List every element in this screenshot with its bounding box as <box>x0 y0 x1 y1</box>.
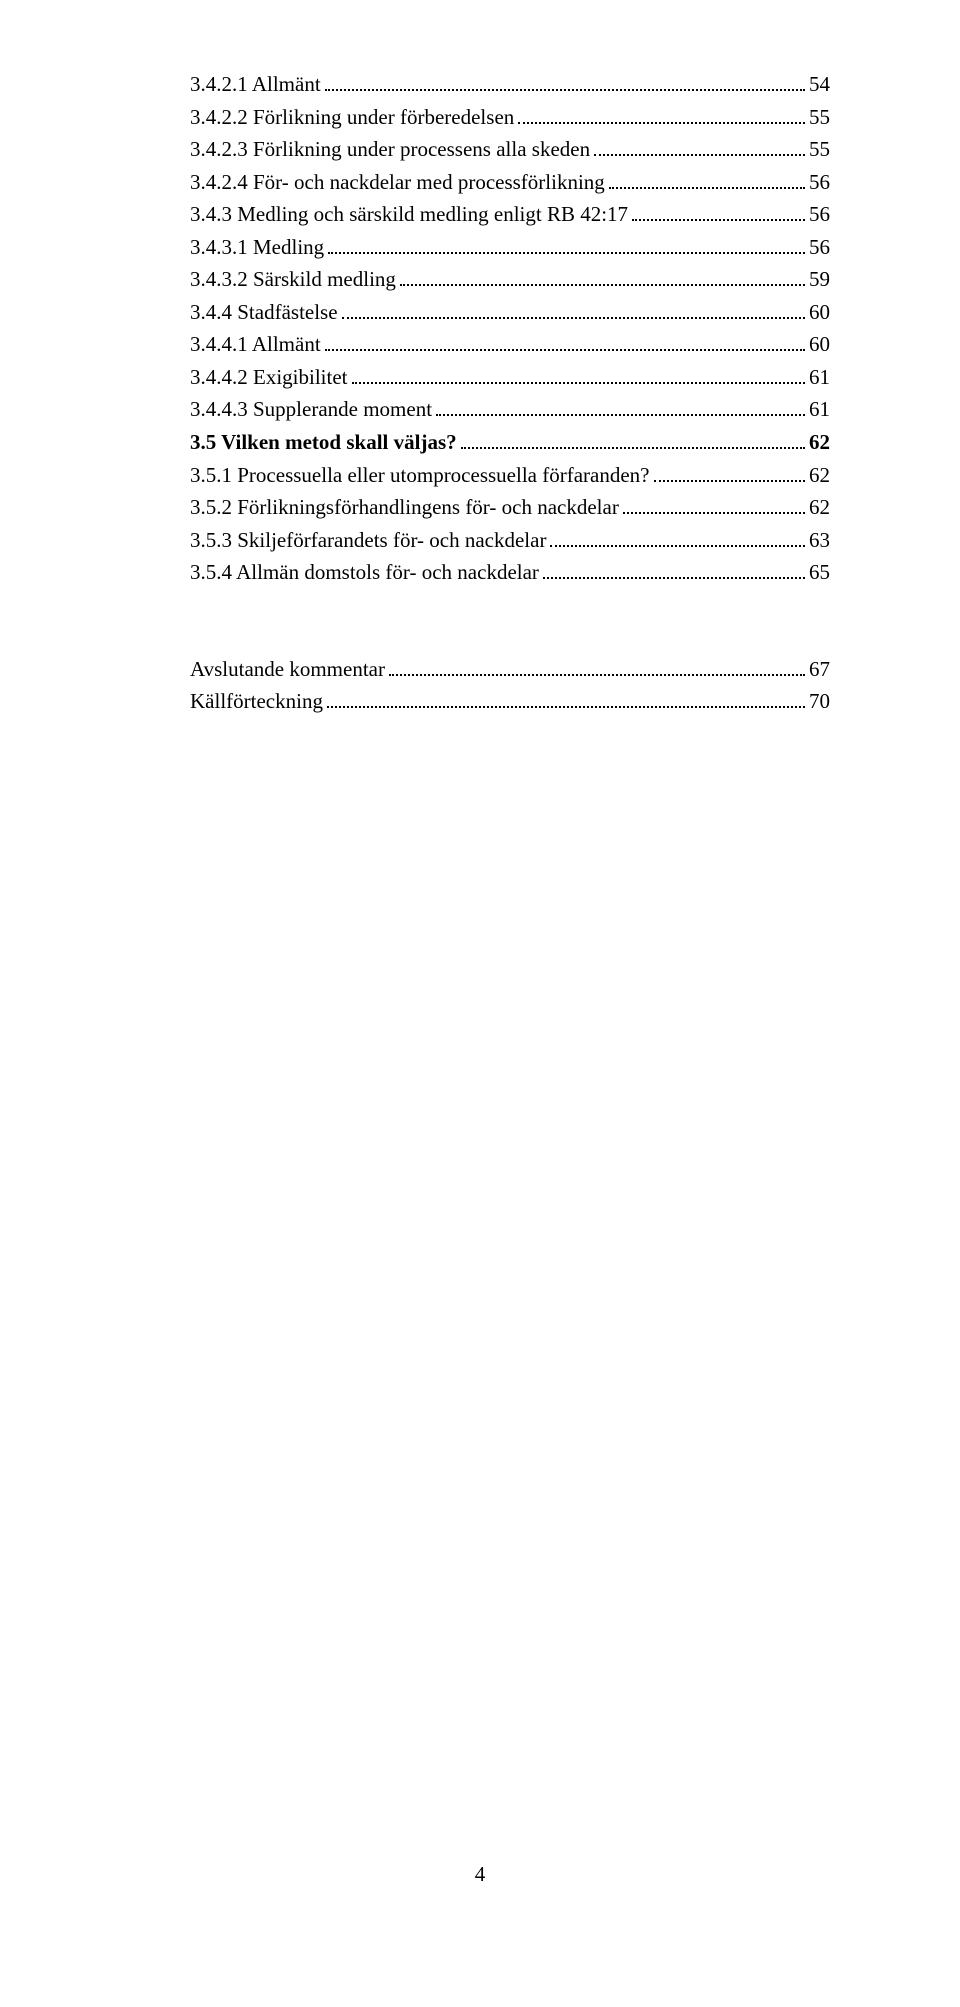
toc-page: 62 <box>809 491 830 524</box>
toc-page: 56 <box>809 166 830 199</box>
document-page: 3.4.2.1 Allmänt 54 3.4.2.2 Förlikning un… <box>0 0 960 2007</box>
toc-entry: 3.5.2 Förlikningsförhandlingens för- och… <box>190 491 830 524</box>
toc-label: 3.5.3 Skiljeförfarandets för- och nackde… <box>190 524 546 557</box>
toc-page: 55 <box>809 101 830 134</box>
toc-page: 61 <box>809 361 830 394</box>
toc-leader <box>436 414 805 416</box>
toc-entry: 3.4.4.3 Supplerande moment 61 <box>190 393 830 426</box>
toc-page: 60 <box>809 328 830 361</box>
toc-page: 56 <box>809 198 830 231</box>
toc-entry: Källförteckning 70 <box>190 685 830 718</box>
toc-entry: 3.5.4 Allmän domstols för- och nackdelar… <box>190 556 830 589</box>
toc-leader <box>325 349 805 351</box>
toc-leader <box>609 187 805 189</box>
section-spacer <box>190 589 830 653</box>
toc-leader <box>654 480 806 482</box>
toc-entry: 3.4.2.1 Allmänt 54 <box>190 68 830 101</box>
toc-page: 65 <box>809 556 830 589</box>
toc-leader <box>352 382 806 384</box>
toc-page: 67 <box>809 653 830 686</box>
toc-leader <box>327 706 805 708</box>
toc-block-2: Avslutande kommentar 67 Källförteckning … <box>190 653 830 718</box>
toc-page: 62 <box>809 426 830 459</box>
toc-leader <box>543 577 805 579</box>
toc-page: 62 <box>809 459 830 492</box>
toc-label: 3.4.4 Stadfästelse <box>190 296 338 329</box>
toc-label: 3.4.4.3 Supplerande moment <box>190 393 432 426</box>
toc-leader <box>325 89 805 91</box>
toc-label: 3.4.2.4 För- och nackdelar med processfö… <box>190 166 605 199</box>
toc-page: 60 <box>809 296 830 329</box>
toc-label: 3.5 Vilken metod skall väljas? <box>190 426 457 459</box>
page-number: 4 <box>0 1862 960 1887</box>
toc-entry: 3.4.3.1 Medling 56 <box>190 231 830 264</box>
toc-label: 3.5.1 Processuella eller utomprocessuell… <box>190 459 650 492</box>
toc-label: 3.4.2.1 Allmänt <box>190 68 321 101</box>
toc-label: 3.4.4.1 Allmänt <box>190 328 321 361</box>
toc-label: Källförteckning <box>190 685 323 718</box>
toc-entry: 3.4.4 Stadfästelse 60 <box>190 296 830 329</box>
toc-label: 3.4.3.1 Medling <box>190 231 324 264</box>
toc-entry: 3.5 Vilken metod skall väljas? 62 <box>190 426 830 459</box>
toc-leader <box>328 252 805 254</box>
toc-leader <box>342 317 805 319</box>
toc-entry: 3.4.4.1 Allmänt 60 <box>190 328 830 361</box>
toc-entry: 3.4.2.4 För- och nackdelar med processfö… <box>190 166 830 199</box>
toc-label: 3.4.3 Medling och särskild medling enlig… <box>190 198 628 231</box>
toc-label: 3.5.4 Allmän domstols för- och nackdelar <box>190 556 539 589</box>
toc-entry: 3.4.3.2 Särskild medling 59 <box>190 263 830 296</box>
toc-page: 59 <box>809 263 830 296</box>
toc-entry: 3.5.3 Skiljeförfarandets för- och nackde… <box>190 524 830 557</box>
toc-entry: 3.4.3 Medling och särskild medling enlig… <box>190 198 830 231</box>
toc-label: 3.4.2.3 Förlikning under processens alla… <box>190 133 590 166</box>
toc-leader <box>632 219 805 221</box>
toc-label: 3.5.2 Förlikningsförhandlingens för- och… <box>190 491 619 524</box>
toc-page: 70 <box>809 685 830 718</box>
toc-page: 56 <box>809 231 830 264</box>
toc-leader <box>623 512 805 514</box>
toc-page: 63 <box>809 524 830 557</box>
toc-block-1: 3.4.2.1 Allmänt 54 3.4.2.2 Förlikning un… <box>190 68 830 589</box>
toc-leader <box>461 447 805 449</box>
toc-entry: 3.4.4.2 Exigibilitet 61 <box>190 361 830 394</box>
toc-label: 3.4.4.2 Exigibilitet <box>190 361 348 394</box>
toc-leader <box>518 122 805 124</box>
toc-leader <box>594 154 805 156</box>
toc-entry: 3.4.2.3 Förlikning under processens alla… <box>190 133 830 166</box>
toc-leader <box>400 284 805 286</box>
toc-page: 54 <box>809 68 830 101</box>
toc-page: 55 <box>809 133 830 166</box>
toc-entry: 3.5.1 Processuella eller utomprocessuell… <box>190 459 830 492</box>
toc-leader <box>389 674 805 676</box>
toc-label: Avslutande kommentar <box>190 653 385 686</box>
toc-label: 3.4.3.2 Särskild medling <box>190 263 396 296</box>
toc-entry: Avslutande kommentar 67 <box>190 653 830 686</box>
toc-entry: 3.4.2.2 Förlikning under förberedelsen 5… <box>190 101 830 134</box>
toc-page: 61 <box>809 393 830 426</box>
toc-label: 3.4.2.2 Förlikning under förberedelsen <box>190 101 514 134</box>
toc-leader <box>550 545 805 547</box>
